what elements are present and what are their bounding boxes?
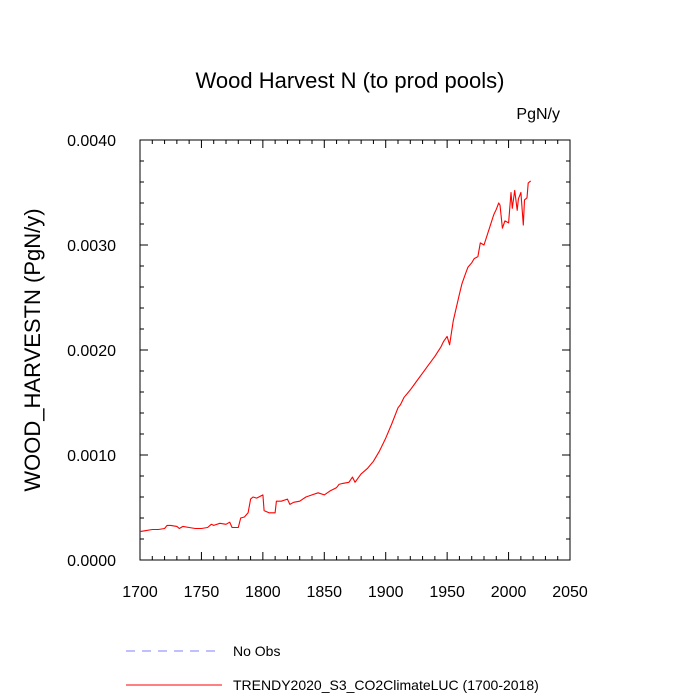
legend-label-no-obs: No Obs	[233, 643, 281, 659]
axis-ticks	[139, 139, 571, 561]
x-tick-label: 1800	[245, 584, 281, 601]
y-tick-label: 0.0020	[67, 343, 116, 360]
x-tick-label: 2050	[552, 584, 588, 601]
tick-labels: 1700 1750 1800 1850 1900 1950 2000 2050 0.0000 0.…	[67, 133, 588, 601]
units-label: PgN/y	[516, 106, 560, 123]
x-tick-label: 1850	[306, 584, 342, 601]
legend	[126, 650, 222, 686]
y-tick-label: 0.0000	[67, 553, 116, 570]
chart-title: Wood Harvest N (to prod pools)	[195, 68, 505, 93]
x-tick-label: 1950	[429, 584, 465, 601]
series-layer	[139, 180, 532, 533]
series-line-trendy2020	[139, 180, 532, 533]
plot-frame	[139, 139, 571, 561]
x-tick-label: 1900	[368, 584, 404, 601]
plot-border	[139, 139, 571, 561]
legend-label-trendy: TRENDY2020_S3_CO2ClimateLUC (1700-2018)	[233, 677, 539, 693]
y-tick-label: 0.0040	[67, 133, 116, 150]
y-tick-label: 0.0010	[67, 448, 116, 465]
x-tick-label: 2000	[491, 584, 527, 601]
x-tick-label: 1700	[122, 584, 158, 601]
y-tick-label: 0.0030	[67, 238, 116, 255]
x-tick-label: 1750	[184, 584, 220, 601]
y-axis-label: WOOD_HARVESTN (PgN/y)	[20, 208, 45, 492]
